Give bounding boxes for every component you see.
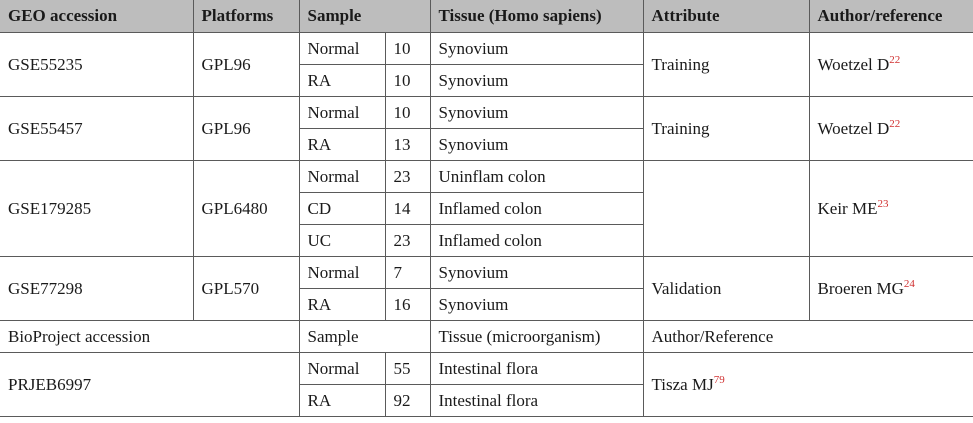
header-sample: Sample — [298, 0, 431, 33]
author-cell: Broeren MG24 — [808, 256, 973, 321]
tissue-cell: Synovium — [429, 128, 643, 161]
header-tissue: Tissue (Homo sapiens) — [429, 0, 644, 33]
author-name: Woetzel D — [817, 118, 890, 138]
table-row: GSE55457 GPL96 Normal 10 Synovium Traini… — [0, 96, 973, 161]
platform-cell: GPL570 — [192, 256, 300, 321]
sample-type-cell: Normal — [298, 96, 386, 129]
header-author: Author/reference — [808, 0, 973, 33]
sample-count-cell: 13 — [384, 128, 431, 161]
geo-accession-cell: GSE55235 — [0, 32, 194, 97]
sample-type-cell: RA — [299, 128, 386, 161]
sample-count-cell: 55 — [384, 352, 431, 385]
sample-count-cell: 10 — [384, 96, 431, 129]
sample-type-cell: CD — [299, 192, 386, 225]
tissue-cell: Synovium — [429, 288, 643, 321]
tissue-cell: Synovium — [429, 32, 644, 65]
author-name: Woetzel D — [817, 54, 890, 74]
sample-count-cell: 92 — [384, 384, 431, 417]
platform-cell: GPL6480 — [192, 160, 300, 257]
table-row: RA 13 Synovium — [0, 128, 973, 161]
author-cell: Woetzel D22 — [808, 96, 973, 161]
tissue-cell: Uninflam colon — [429, 160, 644, 193]
bioproject-accession-header: BioProject accession — [0, 320, 300, 353]
sample-type-cell: RA — [299, 64, 386, 97]
sample-count-cell: 10 — [384, 32, 431, 65]
reference-link[interactable]: 24 — [903, 277, 915, 290]
sample-type-cell: RA — [299, 288, 386, 321]
table-row: RA 92 Intestinal flora — [0, 384, 973, 417]
attribute-cell: Training — [642, 32, 810, 97]
attribute-cell — [642, 160, 810, 257]
attribute-cell: Validation — [642, 256, 810, 321]
attribute-cell: Training — [642, 96, 810, 161]
author-cell: Tisza MJ79 — [642, 352, 973, 417]
tissue-cell: Inflamed colon — [429, 224, 643, 257]
author-name: Keir ME — [817, 198, 878, 218]
sample-count-cell: 10 — [384, 64, 431, 97]
tissue-cell: Synovium — [429, 256, 644, 289]
author-cell: Woetzel D22 — [808, 32, 973, 97]
reference-link[interactable]: 22 — [889, 53, 901, 66]
header-attribute: Attribute — [642, 0, 810, 33]
geo-accession-cell: GSE77298 — [0, 256, 194, 321]
sample-count-cell: 14 — [384, 192, 431, 225]
sample-type-cell: Normal — [298, 256, 386, 289]
header-row: GEO accession Platforms Sample Tissue (H… — [0, 0, 973, 33]
bioproject-author-header: Author/Reference — [642, 320, 973, 353]
tissue-cell: Synovium — [429, 96, 644, 129]
header-geo-accession: GEO accession — [0, 0, 194, 33]
platform-cell: GPL96 — [192, 96, 300, 161]
sample-count-cell: 16 — [384, 288, 431, 321]
table-row: GSE179285 GPL6480 Normal 23 Uninflam col… — [0, 160, 973, 257]
geo-accession-cell: GSE55457 — [0, 96, 194, 161]
table-row: RA 10 Synovium — [0, 64, 973, 97]
sample-count-cell: 7 — [384, 256, 431, 289]
bioproject-header-row: BioProject accession Sample Tissue (micr… — [0, 320, 973, 353]
geo-accession-cell: GSE179285 — [0, 160, 194, 257]
sample-type-cell: RA — [299, 384, 386, 417]
table-row: GSE77298 GPL570 Normal 7 Synovium Valida… — [0, 256, 973, 321]
author-name: Broeren MG — [817, 278, 904, 298]
tissue-cell: Intestinal flora — [429, 384, 643, 417]
sample-type-cell: Normal — [298, 352, 386, 385]
sample-count-cell: 23 — [384, 160, 431, 193]
sample-type-cell: Normal — [298, 160, 386, 193]
platform-cell: GPL96 — [192, 32, 300, 97]
reference-link[interactable]: 22 — [889, 117, 901, 130]
author-cell: Keir ME23 — [808, 160, 973, 257]
sample-type-cell: UC — [299, 224, 386, 257]
bioproject-sample-header: Sample — [298, 320, 431, 353]
tissue-cell: Intestinal flora — [429, 352, 644, 385]
bioproject-tissue-header: Tissue (microorganism) — [429, 320, 644, 353]
header-platforms: Platforms — [192, 0, 300, 33]
sample-count-cell: 23 — [384, 224, 431, 257]
bioproject-accession-cell: PRJEB6997 — [0, 352, 300, 417]
tissue-cell: Synovium — [429, 64, 643, 97]
table-row: GSE55235 GPL96 Normal 10 Synovium Traini… — [0, 32, 973, 97]
sample-type-cell: Normal — [298, 32, 386, 65]
author-name: Tisza MJ — [651, 374, 714, 394]
tissue-cell: Inflamed colon — [429, 192, 643, 225]
table-row: PRJEB6997 Normal 55 Intestinal flora Tis… — [0, 352, 973, 417]
reference-link[interactable]: 79 — [713, 373, 725, 386]
reference-link[interactable]: 23 — [877, 197, 889, 210]
